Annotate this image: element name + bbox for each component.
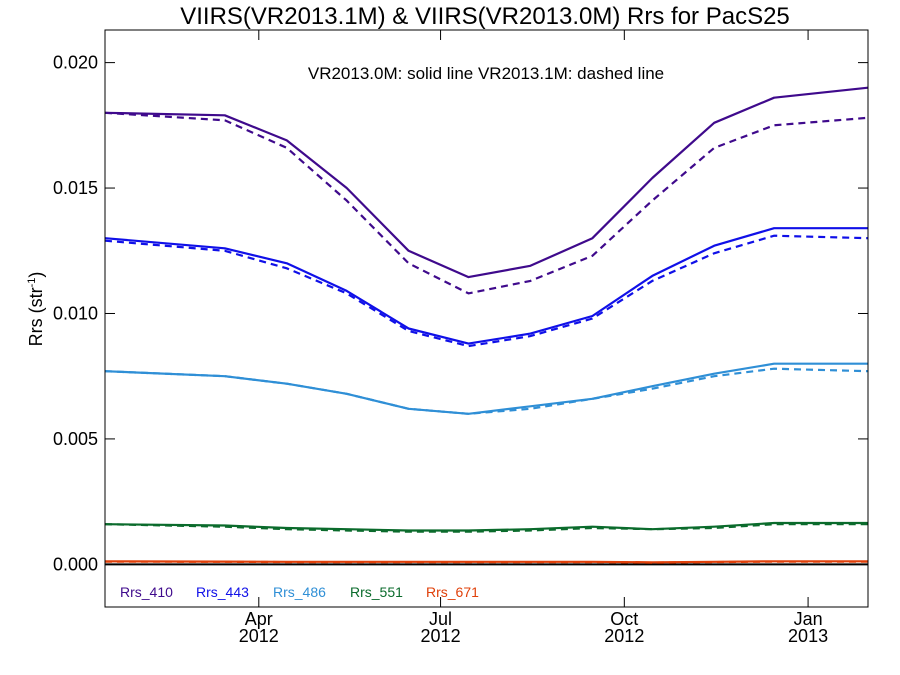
series-line-solid-rrs-443 xyxy=(104,227,868,345)
x-tick-label-year: 2013 xyxy=(788,626,828,646)
series-line-solid-rrs-410 xyxy=(104,86,869,279)
y-axis-label: Rrs (str-1) xyxy=(26,272,46,347)
series-line-solid-rrs-551 xyxy=(104,521,868,532)
x-tick-label-month: Apr xyxy=(245,609,273,629)
legend-entry: Rrs_671 xyxy=(426,584,479,600)
y-tick-label: 0.010 xyxy=(53,303,98,323)
chart-title: VIIRS(VR2013.1M) & VIIRS(VR2013.0M) Rrs … xyxy=(180,3,790,30)
y-tick-label: 0.020 xyxy=(53,53,98,73)
y-tick-label: 0.000 xyxy=(53,554,98,574)
x-tick-label-year: 2012 xyxy=(239,626,279,646)
plot-frame xyxy=(104,29,869,608)
legend-entry: Rrs_410 xyxy=(120,584,173,600)
series-line-dashed-rrs-551 xyxy=(104,523,868,533)
y-tick-label: 0.015 xyxy=(53,178,98,198)
series-line-dashed-rrs-671 xyxy=(104,560,868,564)
legend-entry: Rrs_443 xyxy=(196,584,249,600)
series-line-dashed-rrs-410 xyxy=(104,111,869,295)
series-line-solid-rrs-486 xyxy=(104,362,868,415)
series-line-dashed-rrs-486 xyxy=(104,367,869,415)
line-style-annotation: VR2013.0M: solid line VR2013.1M: dashed … xyxy=(308,64,664,83)
legend-entry: Rrs_551 xyxy=(350,584,403,600)
x-tick-label-year: 2012 xyxy=(604,626,644,646)
x-tick-label-month: Jan xyxy=(794,609,823,629)
legend-entry: Rrs_486 xyxy=(273,584,326,600)
y-tick-label: 0.005 xyxy=(53,429,98,449)
x-tick-label-month: Jul xyxy=(429,609,452,629)
x-tick-label-year: 2012 xyxy=(421,626,461,646)
series-line-dashed-rrs-443 xyxy=(104,234,869,348)
x-tick-label-month: Oct xyxy=(610,609,638,629)
